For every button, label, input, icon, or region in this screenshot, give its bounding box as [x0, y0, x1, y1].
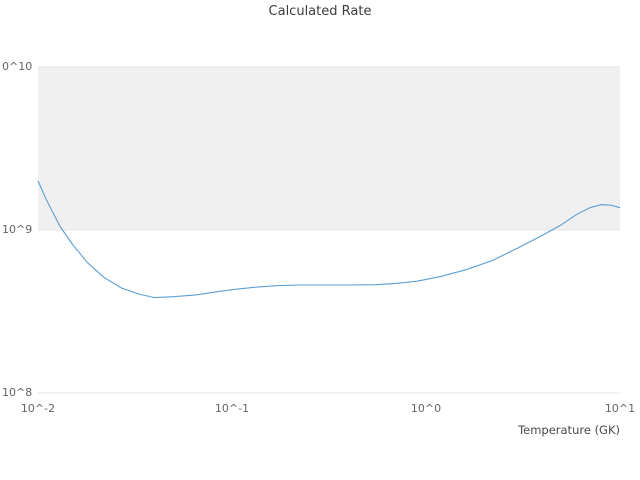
x-tick-label: 10^-2 — [20, 402, 56, 415]
x-tick-label: 10^1 — [604, 402, 636, 415]
x-axis-title: Temperature (GK) — [518, 423, 620, 437]
x-tick-label: 10^-1 — [214, 402, 250, 415]
y-tick-label: 0^10 — [2, 60, 33, 73]
x-tick-label: 10^0 — [410, 402, 442, 415]
y-tick-label: 10^9 — [2, 223, 33, 236]
shaded-band — [38, 67, 620, 230]
rate-line — [37, 180, 621, 299]
chart-title: Calculated Rate — [268, 4, 372, 19]
y-tick-label: 10^8 — [2, 386, 33, 399]
